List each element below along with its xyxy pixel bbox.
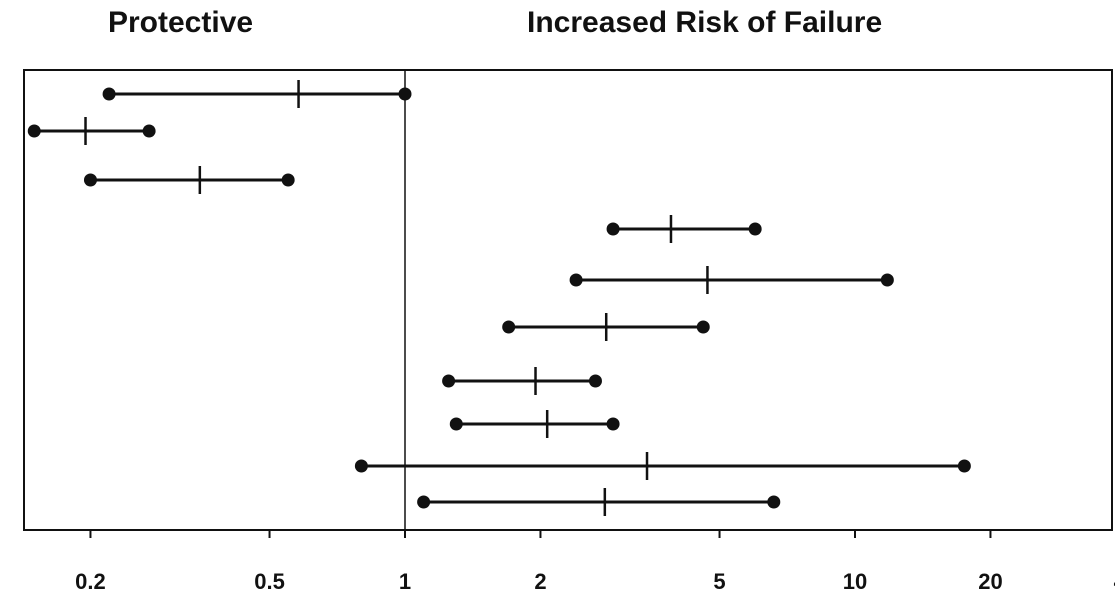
interval-row: [354, 452, 971, 480]
interval-row: [442, 367, 602, 395]
ci-upper-dot: [606, 417, 620, 431]
interval-row: [449, 410, 620, 438]
increased-risk-label: Increased Risk of Failure: [527, 6, 883, 39]
ci-lower-dot: [27, 124, 41, 138]
ci-upper-dot: [957, 459, 971, 473]
ci-upper-dot: [398, 87, 412, 101]
interval-row: [27, 117, 156, 145]
ci-upper-dot: [142, 124, 156, 138]
ci-upper-dot: [588, 374, 602, 388]
ci-lower-dot: [606, 222, 620, 236]
x-tick-label: 0.5: [254, 569, 285, 594]
x-tick-label: 20: [978, 569, 1002, 594]
ci-upper-dot: [748, 222, 762, 236]
x-tick-label: 5: [713, 569, 725, 594]
plot-frame: [23, 69, 1113, 531]
x-tick-label: 40: [1114, 569, 1115, 594]
x-tick-label: 2: [534, 569, 546, 594]
ci-lower-dot: [417, 495, 431, 509]
interval-row: [502, 313, 710, 341]
ci-lower-dot: [102, 87, 116, 101]
x-tick-label: 10: [843, 569, 867, 594]
ci-upper-dot: [880, 273, 894, 287]
ci-upper-dot: [281, 173, 295, 187]
ci-lower-dot: [442, 374, 456, 388]
interval-row: [417, 488, 781, 516]
protective-label: Protective: [108, 6, 254, 39]
interval-row: [569, 266, 894, 294]
ci-lower-dot: [569, 273, 583, 287]
interval-row: [102, 80, 412, 108]
ci-lower-dot: [449, 417, 463, 431]
interval-row: [83, 166, 295, 194]
ci-upper-dot: [767, 495, 781, 509]
x-tick-label: 1: [399, 569, 411, 594]
ci-lower-dot: [354, 459, 368, 473]
interval-rows: [27, 80, 971, 516]
ci-upper-dot: [696, 320, 710, 334]
ci-lower-dot: [83, 173, 97, 187]
x-tick-label: 0.2: [75, 569, 106, 594]
ci-lower-dot: [502, 320, 516, 334]
x-axis-ticks: 0.10.20.5125102040: [75, 530, 1115, 594]
interval-row: [606, 215, 762, 243]
